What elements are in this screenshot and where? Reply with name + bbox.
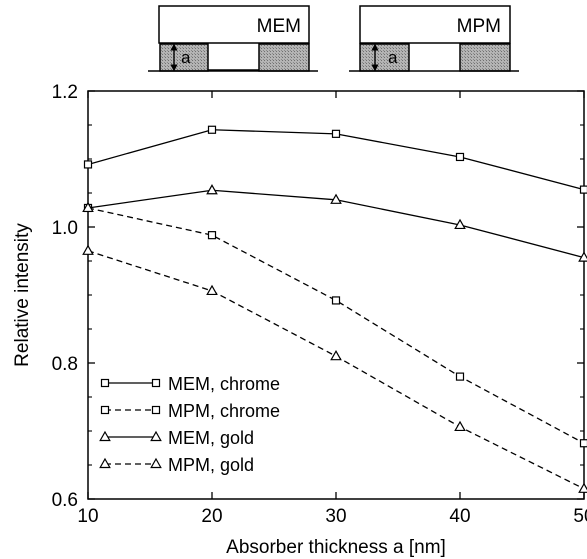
inset-mem-membrane	[158, 5, 310, 44]
data-point	[207, 231, 217, 240]
legend-entry: MPM, gold	[99, 455, 254, 475]
legend-marker	[151, 405, 161, 415]
data-point	[207, 125, 217, 134]
x-tick-label: 50	[573, 506, 587, 527]
legend-marker	[150, 430, 162, 442]
series-line	[87, 207, 585, 444]
legend: MEM, chrome MPM, chrome MEM, gold MPM, gold	[99, 374, 280, 475]
inset-mem-label: MEM	[257, 16, 301, 37]
x-tick-label: 40	[449, 506, 470, 527]
data-point	[331, 129, 341, 138]
y-axis-label: Relative intensity	[12, 223, 33, 367]
legend-entry: MEM, gold	[99, 428, 254, 448]
y-tick-label: 1.0	[52, 218, 78, 239]
data-point	[578, 482, 587, 493]
data-point	[82, 201, 94, 213]
series-mem-chrome	[83, 125, 587, 194]
y-tick-label: 1.2	[52, 82, 78, 103]
y-tick-label: 0.8	[52, 354, 78, 375]
y-tick-label: 0.6	[52, 490, 78, 511]
data-point	[330, 193, 342, 204]
data-series	[82, 125, 587, 493]
series-mem-gold	[82, 184, 587, 262]
inset-mpm-membrane	[359, 5, 511, 44]
legend-marker	[151, 378, 161, 388]
inset-mem-dimension-label: a	[181, 48, 191, 67]
data-point	[455, 152, 465, 162]
inset-mem-schematic: a MEM	[148, 5, 318, 72]
legend-marker	[99, 457, 111, 469]
legend-marker	[99, 430, 111, 442]
data-point	[579, 185, 587, 194]
data-point	[455, 372, 465, 381]
axes: 10 20 30 40 50 0.6 0.8 1.0 1.2	[52, 82, 587, 527]
data-point	[206, 184, 218, 195]
data-point	[206, 284, 218, 296]
inset-mpm-absorber-right	[459, 43, 511, 72]
x-axis-label: Absorber thickness a [nm]	[226, 537, 446, 558]
data-point	[331, 296, 341, 305]
legend-marker	[100, 378, 110, 388]
inset-mem-absorber-right	[258, 43, 310, 72]
legend-label: MPM, gold	[168, 455, 254, 475]
data-point	[83, 160, 93, 169]
data-point	[454, 218, 466, 230]
data-point	[82, 244, 94, 255]
data-point	[330, 349, 342, 361]
series-line	[87, 250, 585, 490]
plot-frame	[87, 90, 585, 500]
x-tick-label: 30	[325, 506, 346, 527]
inset-mpm-schematic: a MPM	[349, 5, 519, 72]
legend-marker	[150, 457, 162, 469]
inset-mpm-dimension-label: a	[388, 48, 398, 67]
legend-label: MPM, chrome	[168, 401, 280, 421]
legend-entry: MPM, chrome	[100, 401, 280, 421]
data-point	[578, 251, 587, 262]
inset-mpm-absorber-left	[359, 43, 410, 72]
legend-label: MEM, chrome	[168, 374, 280, 394]
legend-entry: MEM, chrome	[100, 374, 280, 394]
series-line	[87, 129, 585, 191]
legend-marker	[100, 405, 110, 415]
inset-mpm-label: MPM	[457, 16, 501, 37]
data-point	[579, 439, 587, 448]
legend-label: MEM, gold	[168, 428, 254, 448]
series-mpm-gold	[82, 244, 587, 493]
x-tick-label: 10	[77, 506, 98, 527]
x-tick-label: 20	[201, 506, 222, 527]
data-point	[454, 420, 466, 432]
